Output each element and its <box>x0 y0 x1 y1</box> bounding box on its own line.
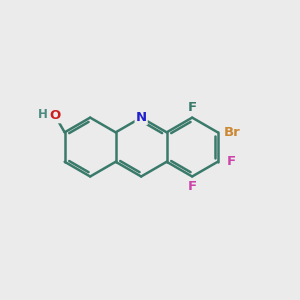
Text: F: F <box>188 180 197 193</box>
Text: F: F <box>227 155 236 168</box>
Text: F: F <box>188 101 197 114</box>
Text: O: O <box>50 109 61 122</box>
Text: Br: Br <box>224 126 241 139</box>
Text: H: H <box>38 108 48 121</box>
Text: N: N <box>136 111 147 124</box>
